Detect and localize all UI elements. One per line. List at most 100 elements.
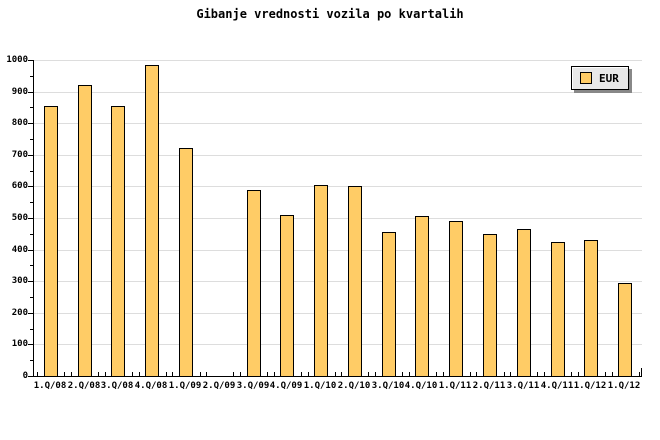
y-axis-minor-tick (30, 234, 33, 235)
x-axis-tick (605, 372, 606, 376)
bar (111, 106, 125, 376)
y-tick-label: 700 (11, 150, 28, 160)
x-category-label: 4.Q/10 (404, 381, 438, 391)
x-axis-tick (409, 372, 410, 376)
gridline (34, 313, 642, 314)
x-axis-tick (71, 372, 72, 376)
x-axis-tick (436, 372, 437, 376)
x-axis-tick (335, 372, 336, 376)
y-axis-minor-tick (30, 297, 33, 298)
x-category-label: 1.Q/12 (573, 381, 607, 391)
y-tick-label: 0 (22, 371, 28, 381)
gridline (34, 92, 642, 93)
bar (517, 229, 531, 376)
x-axis-tick (578, 372, 579, 376)
y-axis-minor-tick (30, 107, 33, 108)
x-category-label: 3.Q/10 (371, 381, 405, 391)
x-category-label: 4.Q/08 (134, 381, 168, 391)
y-axis-major-tick (28, 250, 33, 251)
gridline (34, 281, 642, 282)
legend-swatch-icon (580, 72, 592, 84)
x-axis-tick (139, 372, 140, 376)
x-axis-tick (301, 372, 302, 376)
x-axis-tick (571, 372, 572, 376)
x-category-label: 3.Q/08 (100, 381, 134, 391)
y-axis-major-tick (28, 376, 33, 377)
bar (382, 232, 396, 376)
gridline (34, 155, 642, 156)
x-axis-tick (206, 372, 207, 376)
bar (247, 190, 261, 376)
x-axis-tick (308, 372, 309, 376)
gridline (34, 186, 642, 187)
x-category-label: 4.Q/11 (540, 381, 574, 391)
bar (449, 221, 463, 376)
gridline (34, 123, 642, 124)
x-axis-end-tick (641, 368, 642, 376)
x-axis-tick (172, 372, 173, 376)
y-axis-minor-tick (30, 171, 33, 172)
bar (618, 283, 632, 376)
y-tick-label: 200 (11, 308, 28, 318)
y-axis-major-tick (28, 123, 33, 124)
gridline (34, 250, 642, 251)
x-axis-tick (274, 372, 275, 376)
x-axis-tick (64, 372, 65, 376)
x-axis-tick (267, 372, 268, 376)
x-category-label: 1.Q/09 (168, 381, 202, 391)
legend-label: EUR (599, 71, 619, 85)
x-axis-tick (240, 372, 241, 376)
x-category-label: 1.Q/12 (607, 381, 641, 391)
x-category-label: 1.Q/08 (33, 381, 67, 391)
y-tick-label: 600 (11, 181, 28, 191)
x-axis-tick (402, 372, 403, 376)
y-tick-label: 1000 (6, 55, 28, 65)
x-category-label: 2.Q/08 (67, 381, 101, 391)
bar (78, 85, 92, 376)
y-tick-label: 300 (11, 276, 28, 286)
x-axis-tick (98, 372, 99, 376)
legend-box: EUR (571, 66, 629, 90)
y-axis-minor-tick (30, 360, 33, 361)
bar (314, 185, 328, 376)
y-axis-major-tick (28, 186, 33, 187)
y-axis-major-tick (28, 281, 33, 282)
y-tick-label: 900 (11, 87, 28, 97)
y-axis-major-tick (28, 313, 33, 314)
x-category-label: 4.Q/09 (269, 381, 303, 391)
y-axis-major-tick (28, 60, 33, 61)
x-axis-tick (612, 372, 613, 376)
y-axis-minor-tick (30, 329, 33, 330)
y-axis-minor-tick (30, 76, 33, 77)
x-axis-tick (341, 372, 342, 376)
x-axis-tick (639, 372, 640, 376)
gridline (34, 344, 642, 345)
x-axis-tick (476, 372, 477, 376)
bar (584, 240, 598, 376)
bar (348, 186, 362, 376)
bar (145, 65, 159, 376)
bar (44, 106, 58, 376)
x-axis-tick (544, 372, 545, 376)
x-axis-tick (132, 372, 133, 376)
x-axis-tick (470, 372, 471, 376)
gridline (34, 60, 642, 61)
y-axis-major-tick (28, 344, 33, 345)
y-axis-major-tick (28, 92, 33, 93)
x-category-label: 2.Q/09 (202, 381, 236, 391)
chart-title: Gibanje vrednosti vozila po kvartalih (196, 7, 464, 21)
x-axis-tick (510, 372, 511, 376)
x-axis-tick (504, 372, 505, 376)
x-category-label: 1.Q/10 (303, 381, 337, 391)
x-axis-tick (375, 372, 376, 376)
x-axis-tick (200, 372, 201, 376)
bar (280, 215, 294, 376)
x-axis-tick (537, 372, 538, 376)
y-tick-label: 500 (11, 213, 28, 223)
bar (179, 148, 193, 376)
gridline (34, 218, 642, 219)
y-tick-label: 400 (11, 245, 28, 255)
y-tick-label: 100 (11, 339, 28, 349)
x-axis-tick (443, 372, 444, 376)
